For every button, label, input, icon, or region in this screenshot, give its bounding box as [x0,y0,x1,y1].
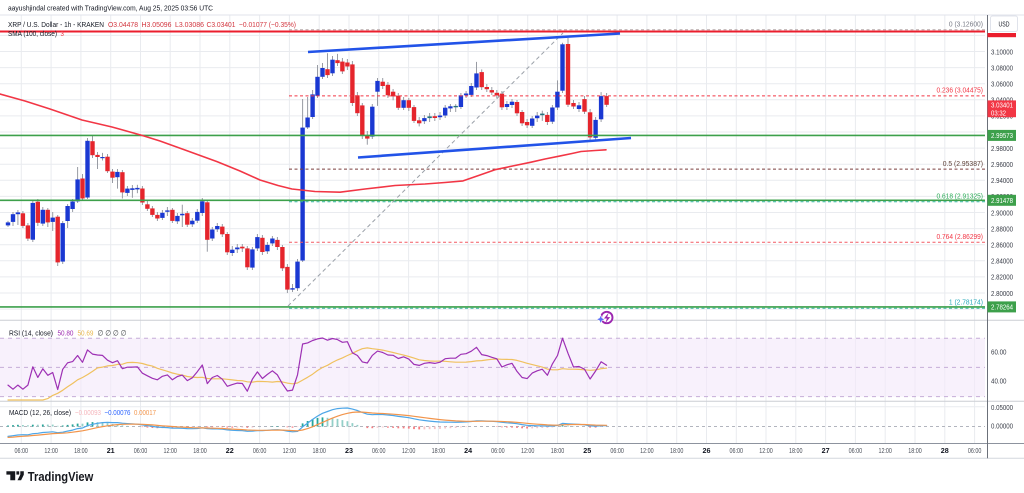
svg-text:0.5 (2.95387): 0.5 (2.95387) [943,159,984,168]
svg-text:06:00: 06:00 [134,446,148,455]
svg-text:2.90000: 2.90000 [991,208,1013,217]
svg-text:06:00: 06:00 [253,446,267,455]
svg-text:06:00: 06:00 [730,446,744,455]
svg-text:18:00: 18:00 [789,446,803,455]
svg-text:06:00: 06:00 [15,446,29,455]
svg-text:0.00017: 0.00017 [134,408,156,417]
svg-text:3.03401: 3.03401 [991,100,1013,109]
svg-text:2.96000: 2.96000 [991,160,1013,169]
svg-text:06:00: 06:00 [849,446,863,455]
svg-text:L3.03086: L3.03086 [175,20,204,29]
svg-text:2.98000: 2.98000 [991,144,1013,153]
svg-text:18:00: 18:00 [432,446,446,455]
svg-text:25: 25 [583,446,591,455]
svg-text:12:00: 12:00 [44,446,58,455]
svg-text:06:00: 06:00 [372,446,386,455]
svg-text:3.06000: 3.06000 [991,80,1013,89]
svg-text:−0.01077 (−0.35%): −0.01077 (−0.35%) [239,20,296,29]
svg-text:SMA (100, close): SMA (100, close) [8,29,57,38]
svg-text:50.80: 50.80 [58,329,74,338]
svg-text:XRP / U.S. Dollar - 1h - KRAKE: XRP / U.S. Dollar - 1h - KRAKEN [8,20,104,29]
svg-text:−0.00093: −0.00093 [75,408,101,417]
svg-text:MACD (12, 26, close): MACD (12, 26, close) [9,408,71,417]
svg-text:3.04000: 3.04000 [991,96,1013,105]
svg-text:aayushjindal created with Trad: aayushjindal created with TradingView.co… [8,4,214,13]
svg-text:12:00: 12:00 [283,446,297,455]
svg-text:USD: USD [999,20,1010,29]
svg-text:2.91478: 2.91478 [991,196,1013,205]
svg-text:18:00: 18:00 [551,446,565,455]
svg-text:12:00: 12:00 [759,446,773,455]
svg-text:2.99573: 2.99573 [991,131,1013,140]
svg-text:12:00: 12:00 [878,446,892,455]
svg-text:22: 22 [226,446,234,455]
svg-text:12:00: 12:00 [640,446,654,455]
svg-text:0.236 (3.04475): 0.236 (3.04475) [937,86,984,95]
svg-text:1 (2.78174): 1 (2.78174) [949,298,984,307]
svg-text:18:00: 18:00 [312,446,326,455]
svg-text:26: 26 [703,446,711,455]
svg-text:0.764 (2.86299): 0.764 (2.86299) [937,232,984,241]
svg-text:3.08000: 3.08000 [991,63,1013,72]
svg-text:0.00000: 0.00000 [991,421,1013,430]
svg-text:∅ ∅ ∅ ∅: ∅ ∅ ∅ ∅ [98,329,127,338]
svg-text:18:00: 18:00 [670,446,684,455]
svg-text:2.86000: 2.86000 [991,241,1013,250]
svg-text:28: 28 [941,446,949,455]
svg-text:12:00: 12:00 [163,446,177,455]
svg-text:24: 24 [464,446,473,455]
svg-text:06:00: 06:00 [610,446,624,455]
svg-text:−0.00076: −0.00076 [105,408,131,417]
svg-text:2.84000: 2.84000 [991,257,1013,266]
svg-text:2.94000: 2.94000 [991,176,1013,185]
svg-text:18:00: 18:00 [74,446,88,455]
svg-text:3.10000: 3.10000 [991,47,1013,56]
svg-text:0 (3.12600): 0 (3.12600) [949,20,984,29]
svg-text:2.82000: 2.82000 [991,273,1013,282]
svg-text:50.69: 50.69 [78,329,94,338]
svg-text:O3.04478: O3.04478 [108,20,138,29]
svg-text:06:00: 06:00 [968,446,982,455]
svg-text:2.88000: 2.88000 [991,224,1013,233]
svg-text:3: 3 [61,29,64,38]
svg-text:H3.05096: H3.05096 [142,20,172,29]
svg-text:TradingView: TradingView [28,470,94,484]
svg-text:18:00: 18:00 [908,446,922,455]
svg-text:2.80000: 2.80000 [991,289,1013,298]
svg-text:40.00: 40.00 [991,377,1007,386]
svg-text:18:00: 18:00 [193,446,207,455]
svg-text:21: 21 [107,446,115,455]
svg-text:0.618 (2.91325): 0.618 (2.91325) [937,192,984,201]
svg-text:23: 23 [345,446,353,455]
svg-text:2.78264: 2.78264 [991,303,1013,312]
svg-text:27: 27 [822,446,830,455]
svg-text:12:00: 12:00 [402,446,416,455]
svg-text:C3.03401: C3.03401 [207,20,236,29]
svg-text:60.00: 60.00 [991,348,1007,357]
svg-text:0.05000: 0.05000 [991,403,1013,412]
svg-text:12:00: 12:00 [521,446,535,455]
svg-text:RSI (14, close): RSI (14, close) [9,329,53,338]
svg-text:06:00: 06:00 [491,446,505,455]
svg-text:03:32: 03:32 [991,110,1006,117]
